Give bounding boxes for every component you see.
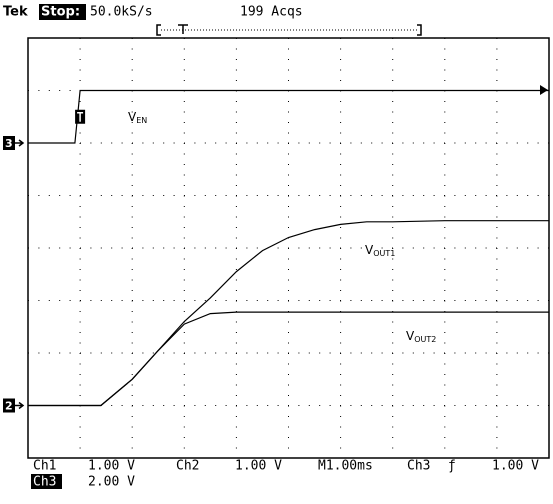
state-box bbox=[39, 4, 86, 20]
acquisitions: 199 Acqs bbox=[240, 5, 303, 20]
timebase: M1.00ms bbox=[318, 459, 373, 474]
trigger-level: 1.00 V bbox=[492, 459, 539, 474]
channel-marker-box bbox=[3, 136, 15, 150]
trace-label-main: V bbox=[406, 329, 415, 343]
brand: Tek bbox=[3, 5, 28, 20]
ch1-scale: 1.00 V bbox=[88, 459, 135, 474]
ch3-label: Ch3 bbox=[33, 475, 56, 490]
channel-marker-arrow bbox=[15, 139, 25, 147]
trace-label: VOUT2 bbox=[406, 329, 436, 344]
ch3-box bbox=[31, 474, 62, 489]
trigger-marker-glyph bbox=[77, 112, 84, 122]
trigger-source: Ch3 bbox=[407, 459, 430, 474]
trace-label-sub: EN bbox=[136, 116, 147, 125]
trigger-slope: ƒ bbox=[448, 459, 456, 474]
acq-state: Stop: bbox=[41, 5, 80, 20]
channel-marker-box bbox=[3, 398, 15, 413]
channel-marker-arrow bbox=[15, 401, 25, 410]
trace-label-sub: OUT1 bbox=[373, 249, 395, 258]
ch2-label: Ch2 bbox=[176, 459, 199, 474]
trace bbox=[28, 311, 549, 407]
sample-rate: 50.0kS/s bbox=[90, 5, 153, 20]
ch3-scale: 2.00 V bbox=[88, 475, 135, 490]
ch2-scale: 1.00 V bbox=[235, 459, 282, 474]
trace-label-main: V bbox=[128, 110, 137, 124]
trace-label-sub: OUT2 bbox=[414, 335, 436, 344]
trace-label: VEN bbox=[128, 110, 147, 125]
trace-label-main: V bbox=[365, 243, 374, 257]
ch1-label: Ch1 bbox=[33, 459, 56, 474]
channel-marker-label: 3 bbox=[5, 137, 13, 150]
channel-marker-label: 2 bbox=[5, 400, 13, 413]
record-bracket bbox=[156, 24, 422, 36]
trace bbox=[28, 89, 549, 144]
trace-label: VOUT1 bbox=[365, 243, 395, 258]
